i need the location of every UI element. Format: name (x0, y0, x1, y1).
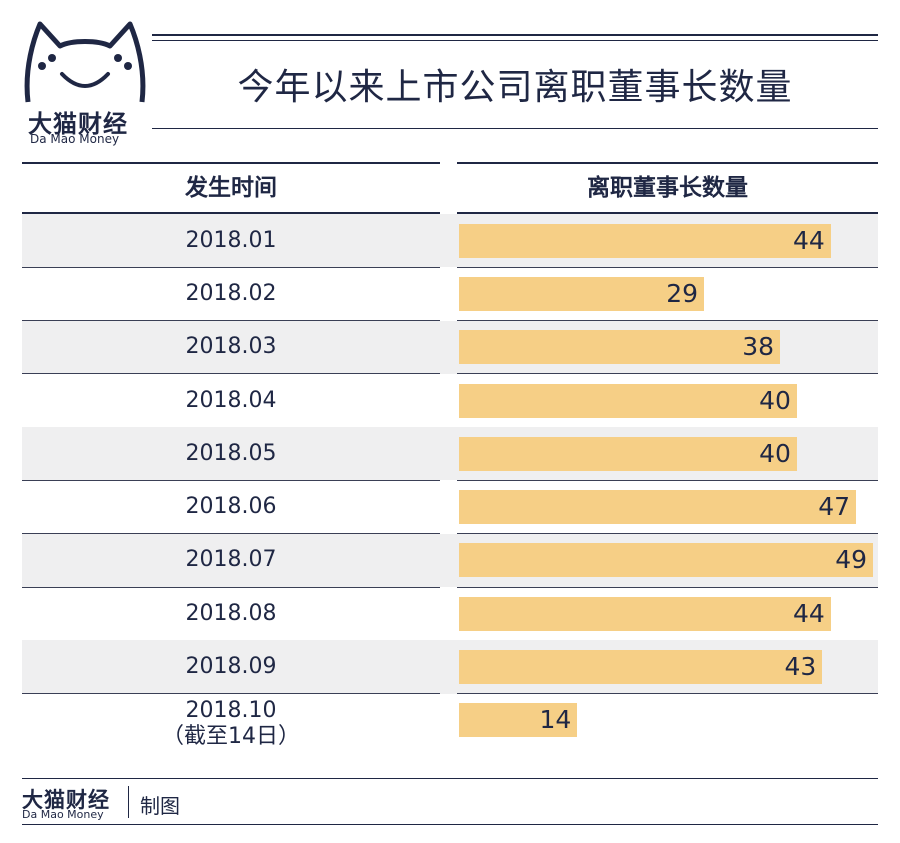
date-label: 2018.06 (185, 494, 277, 520)
bar-value-label: 44 (792, 598, 825, 628)
footer-label: 制图 (140, 794, 180, 818)
bar (459, 543, 873, 578)
bar (459, 276, 705, 311)
bar-value-label: 29 (666, 278, 699, 308)
bar-value-label: 44 (792, 225, 825, 255)
footer-rule-bottom (22, 824, 878, 825)
bar-value-label: 43 (784, 652, 817, 682)
header-rule-top-right (457, 162, 878, 164)
row-separator (22, 693, 440, 695)
header-rule-bottom-left (22, 212, 440, 214)
bar (459, 596, 831, 631)
brand-name-cn: 大猫财经 (28, 110, 128, 138)
row-separator (22, 266, 440, 268)
date-label: 2018.08 (185, 600, 277, 626)
bar-value-label: 49 (835, 545, 867, 575)
bar (459, 650, 823, 685)
title-rule-top-thin (152, 40, 878, 41)
footer-rule-top (22, 778, 878, 779)
bar-value-label: 40 (759, 438, 791, 468)
bar (459, 330, 781, 365)
date-label: 2018.02 (185, 280, 277, 306)
bar (459, 223, 831, 258)
date-label: 2018.07 (185, 547, 277, 573)
bar (459, 383, 797, 418)
column-header-count: 离职董事长数量 (587, 175, 748, 201)
row-separator (457, 266, 878, 268)
brand-name-en: Da Mao Money (30, 132, 120, 146)
row-separator (22, 480, 440, 481)
brand-logo: 大猫财经 Da Mao Money (20, 18, 150, 146)
row-separator (457, 373, 878, 375)
cat-face-icon (24, 21, 146, 103)
bar (459, 436, 797, 471)
row-separator (22, 373, 440, 375)
bar (459, 703, 578, 738)
header-rule-top-left (22, 162, 440, 164)
row-separator (22, 586, 440, 588)
date-label: 2018.03 (185, 334, 277, 360)
title-rule-bottom (152, 128, 878, 129)
bar-value-label: 40 (759, 385, 791, 415)
footer-brand-cn: 大猫财经 (22, 788, 110, 812)
column-header-date: 发生时间 (185, 175, 277, 201)
row-separator (457, 693, 878, 695)
date-label: 2018.05 (185, 440, 277, 466)
row-separator (457, 480, 878, 481)
bar-value-label: 14 (539, 705, 572, 735)
date-label: 2018.09 (185, 654, 277, 680)
title-rule-top (152, 34, 878, 36)
header-rule-bottom-right (457, 212, 878, 214)
footer-brand-en: Da Mao Money (22, 808, 104, 821)
row-separator (457, 586, 878, 588)
bar-value-label: 47 (818, 492, 851, 522)
chart-title: 今年以来上市公司离职董事长数量 (237, 67, 793, 108)
footer-divider (128, 786, 129, 818)
date-label: 2018.01 (185, 227, 277, 253)
bar-value-label: 38 (742, 332, 775, 362)
date-label: 2018.10 （截至14日） (162, 698, 300, 750)
date-label: 2018.04 (185, 387, 277, 413)
bar (459, 490, 857, 525)
